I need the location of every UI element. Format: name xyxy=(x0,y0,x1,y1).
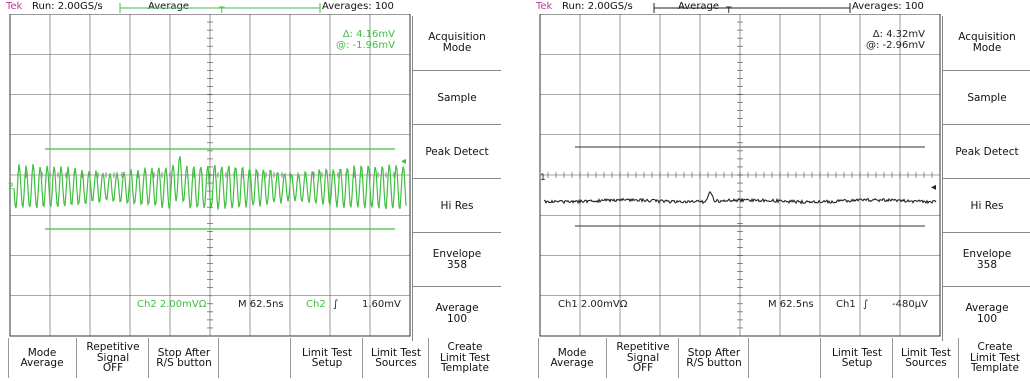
bottom-menu-limit-test-setup[interactable]: Limit Test Setup xyxy=(820,338,893,378)
side-menu-average[interactable]: Average 100 xyxy=(942,286,1030,341)
bottom-menu-empty xyxy=(748,338,821,378)
side-menu-average[interactable]: Average 100 xyxy=(412,286,501,341)
trigger-level: -480µV xyxy=(892,299,928,310)
channel-scale: Ch2 2.00mVΩ xyxy=(137,299,206,310)
side-menu-envelope[interactable]: Envelope 358 xyxy=(942,232,1030,287)
timebase: M 62.5ns xyxy=(238,299,284,310)
timebase: M 62.5ns xyxy=(768,299,814,310)
side-menu-peak-detect[interactable]: Peak Detect xyxy=(412,124,501,179)
trigger-level: 1.60mV xyxy=(362,299,401,310)
trigger-level-marker: ◂ xyxy=(931,182,936,193)
bottom-menu: Mode Average Repetitive Signal OFF Stop … xyxy=(0,338,500,380)
svg-text:T: T xyxy=(218,6,225,14)
trigger-slope-icon: ∫ xyxy=(863,299,868,310)
cursor-position: @: -2.96mV xyxy=(830,40,925,51)
side-menu-acquisition-mode: Acquisition Mode xyxy=(412,16,501,70)
record-view-bracket: T xyxy=(530,0,1030,14)
oscilloscope-right: Tek Run: 2.00GS/s Average Averages: 100 … xyxy=(530,0,1030,381)
bottom-menu-limit-test-setup[interactable]: Limit Test Setup xyxy=(290,338,363,378)
bottom-menu: Mode Average Repetitive Signal OFF Stop … xyxy=(530,338,1030,380)
trigger-source: Ch2 xyxy=(306,299,326,310)
side-menu-sample[interactable]: Sample xyxy=(942,70,1030,125)
side-menu-peak-detect[interactable]: Peak Detect xyxy=(942,124,1030,179)
cursor-readout: Δ: 4.32mV @: -2.96mV xyxy=(830,29,925,51)
side-menu-sample[interactable]: Sample xyxy=(412,70,501,125)
bottom-menu-limit-test-sources[interactable]: Limit Test Sources xyxy=(892,338,959,378)
cursor-delta: Δ: 4.32mV xyxy=(830,29,925,40)
bottom-menu-stop-after[interactable]: Stop After R/S button xyxy=(678,338,749,378)
channel-scale: Ch1 2.00mVΩ xyxy=(558,299,627,310)
bottom-menu-mode[interactable]: Mode Average xyxy=(538,338,605,378)
bottom-menu-mode[interactable]: Mode Average xyxy=(8,338,75,378)
side-menu-hi-res[interactable]: Hi Res xyxy=(412,178,501,233)
bottom-menu-stop-after[interactable]: Stop After R/S button xyxy=(148,338,219,378)
bottom-menu-empty xyxy=(218,338,291,378)
bottom-menu-create-template[interactable]: Create Limit Test Template xyxy=(428,338,501,378)
cursor-readout: Δ: 4.16mV @: -1.96mV xyxy=(300,29,395,51)
side-menu-acquisition-mode: Acquisition Mode xyxy=(942,16,1030,70)
graticule xyxy=(540,14,940,336)
graticule xyxy=(10,14,410,336)
bottom-menu-limit-test-sources[interactable]: Limit Test Sources xyxy=(362,338,429,378)
svg-text:T: T xyxy=(725,6,732,14)
side-menu-hi-res[interactable]: Hi Res xyxy=(942,178,1030,233)
bottom-menu-create-template[interactable]: Create Limit Test Template xyxy=(958,338,1030,378)
bottom-menu-repetitive-signal[interactable]: Repetitive Signal OFF xyxy=(606,338,679,378)
trigger-slope-icon: ∫ xyxy=(333,299,338,310)
side-menu-envelope[interactable]: Envelope 358 xyxy=(412,232,501,287)
record-view-bracket: T xyxy=(0,0,500,14)
trigger-level-marker: ◂ xyxy=(401,156,406,167)
ground-marker: 1 xyxy=(540,173,546,183)
bottom-menu-repetitive-signal[interactable]: Repetitive Signal OFF xyxy=(76,338,149,378)
trigger-source: Ch1 xyxy=(836,299,856,310)
cursor-delta: Δ: 4.16mV xyxy=(300,29,395,40)
ground-marker: 2 xyxy=(8,182,14,192)
cursor-position: @: -1.96mV xyxy=(300,40,395,51)
oscilloscope-left: Tek Run: 2.00GS/s Average Averages: 100 … xyxy=(0,0,500,381)
